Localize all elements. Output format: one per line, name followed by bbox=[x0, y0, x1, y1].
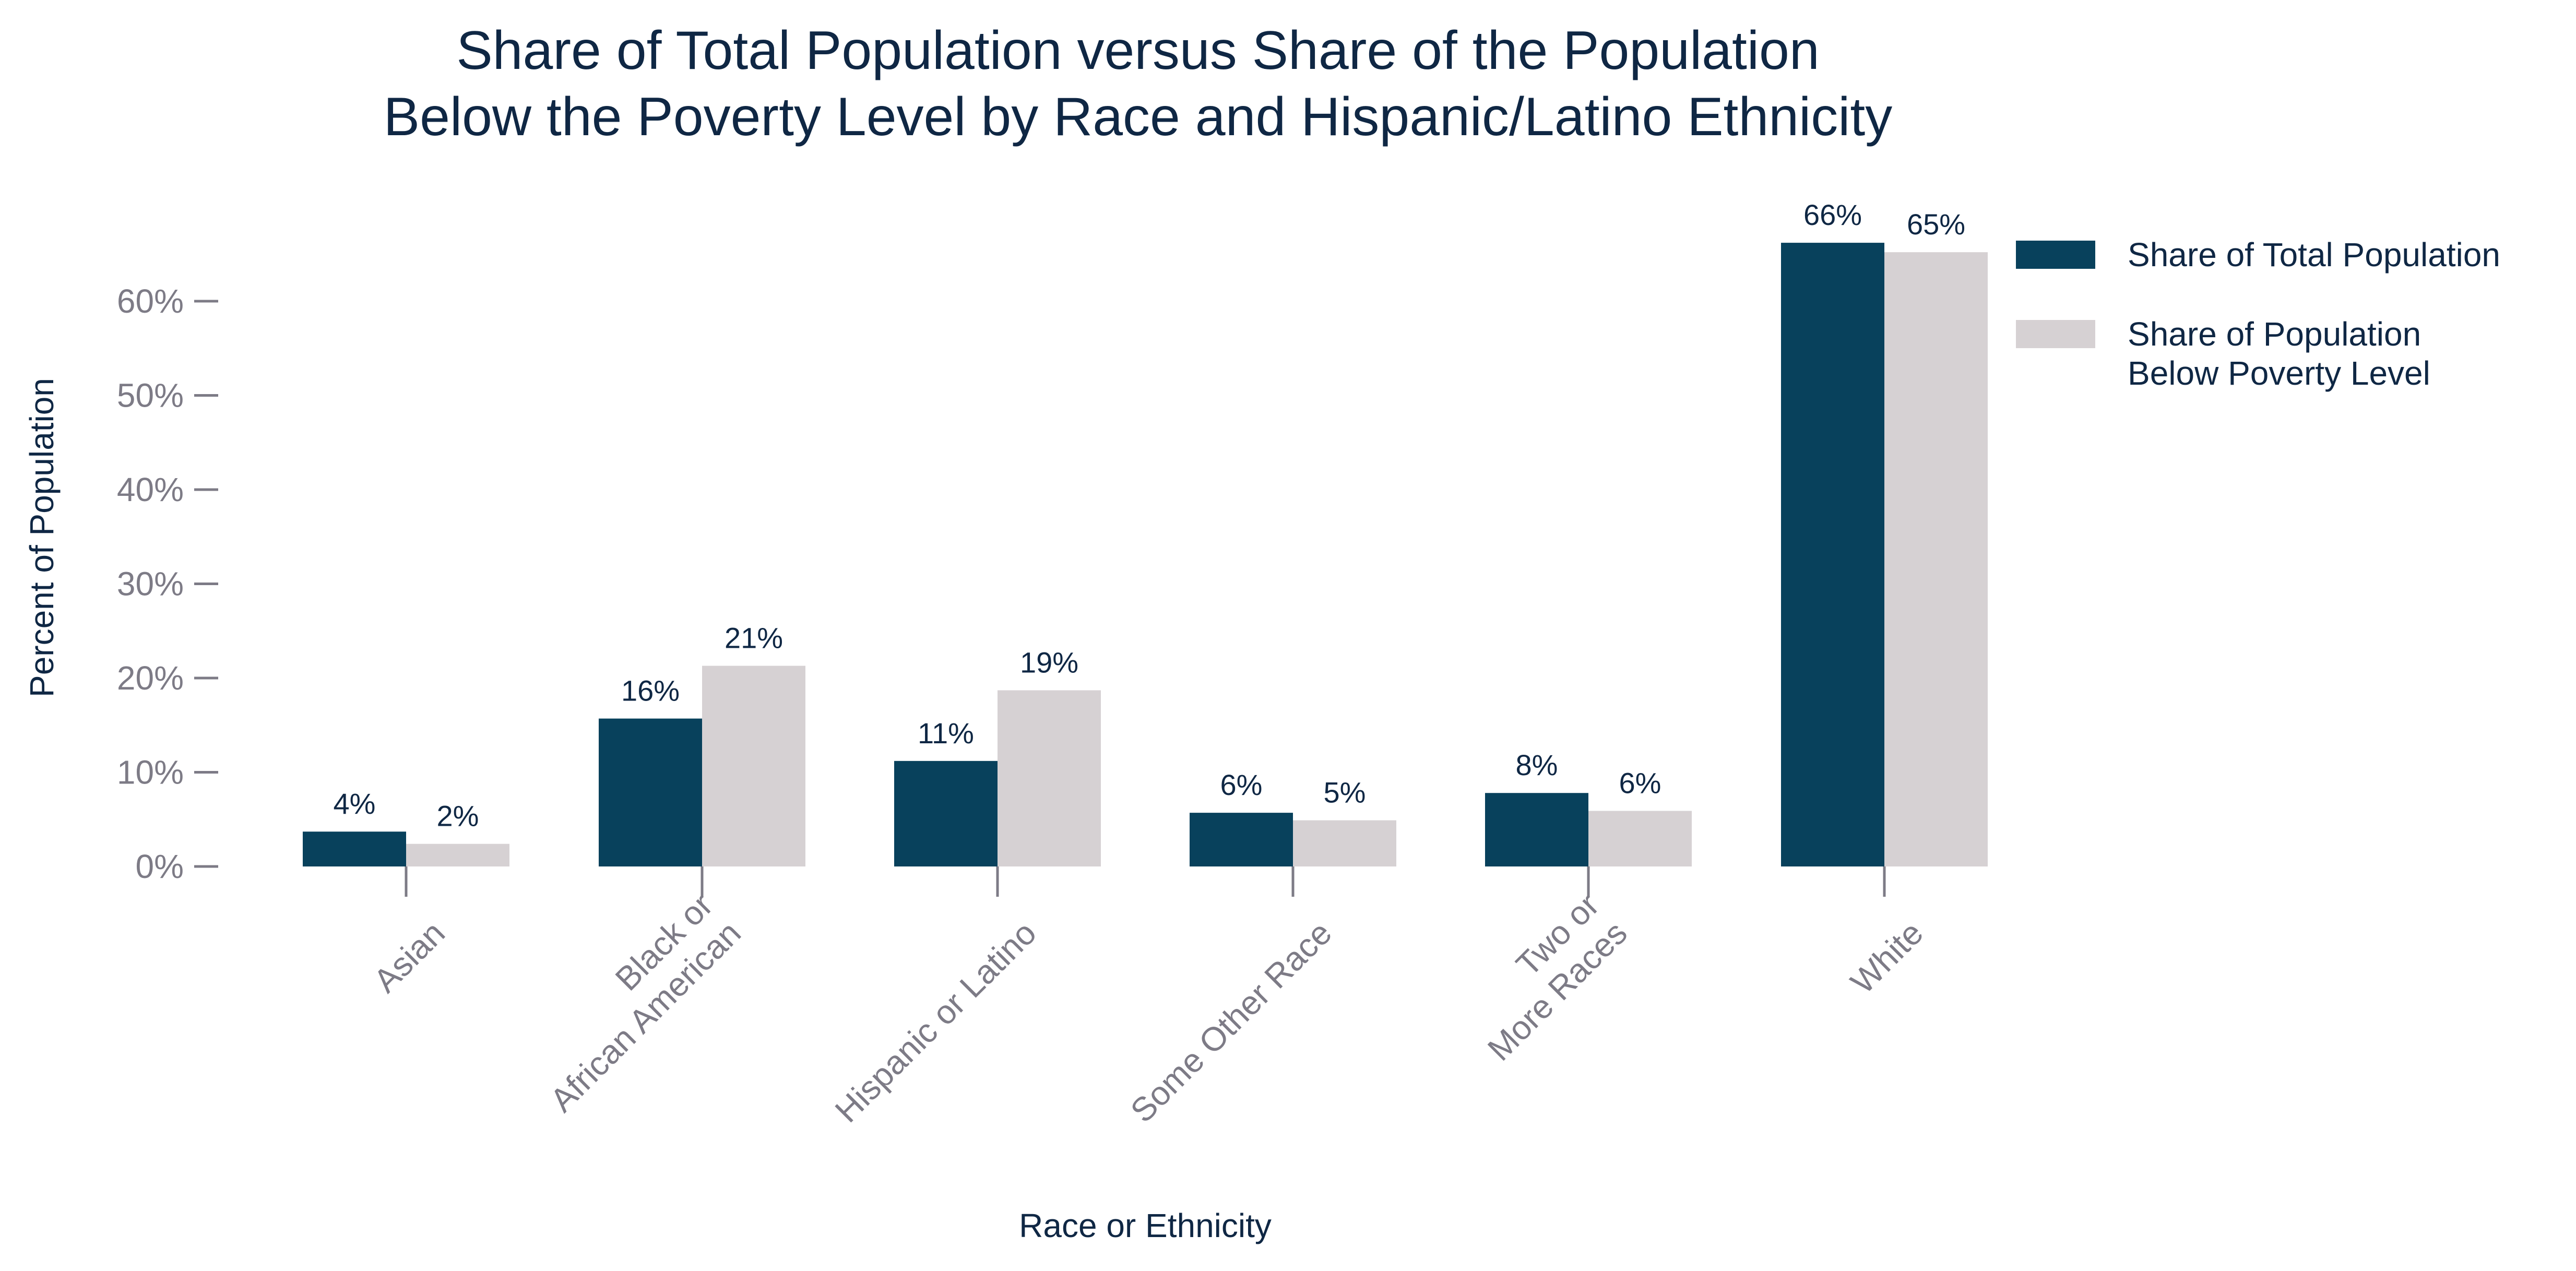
bar-below-poverty bbox=[1588, 811, 1692, 866]
bar-total-population bbox=[894, 761, 998, 866]
legend-swatch bbox=[2016, 241, 2095, 269]
bar-value-label: 6% bbox=[1619, 767, 1661, 800]
x-tick-label: Some Other Race bbox=[1123, 914, 1339, 1130]
x-axis-title: Race or Ethnicity bbox=[1019, 1207, 1272, 1244]
bar-value-label: 2% bbox=[437, 800, 479, 833]
bar-total-population bbox=[303, 832, 406, 866]
bars bbox=[303, 243, 1988, 867]
bar-value-label: 11% bbox=[918, 717, 974, 750]
bar-value-label: 65% bbox=[1907, 208, 1965, 241]
bar-below-poverty bbox=[1884, 252, 1988, 866]
bar-value-label: 6% bbox=[1220, 768, 1263, 801]
y-axis: 0% 10% 20% 30% 40% 50% 60% bbox=[117, 282, 218, 885]
y-tick-label: 0% bbox=[136, 848, 184, 885]
bar-total-population bbox=[599, 718, 702, 866]
x-tick-label: Asian bbox=[366, 914, 452, 1000]
y-tick-label: 20% bbox=[117, 659, 184, 697]
bar-value-label: 19% bbox=[1020, 646, 1078, 679]
y-tick-label: 10% bbox=[117, 754, 184, 791]
bar-total-population bbox=[1485, 793, 1588, 866]
legend-label: Below Poverty Level bbox=[2128, 354, 2430, 392]
legend-swatch bbox=[2016, 320, 2095, 348]
bar-below-poverty bbox=[998, 690, 1101, 866]
bar-value-label: 8% bbox=[1516, 749, 1558, 781]
bar-value-label: 4% bbox=[334, 787, 376, 820]
y-axis-title-group: Percent of Population bbox=[23, 378, 61, 697]
data-labels: 4% 16% 11% 6% 8% 66% 2% 21% 19% 5% 6% 65% bbox=[334, 198, 1966, 833]
bar-below-poverty bbox=[702, 666, 805, 866]
x-axis-title-group: Race or Ethnicity bbox=[1019, 1207, 1272, 1244]
bar-total-population bbox=[1781, 243, 1884, 867]
chart-title-line: Below the Poverty Level by Race and Hisp… bbox=[384, 87, 1892, 147]
y-tick-label: 30% bbox=[117, 565, 184, 603]
x-tick-label: White bbox=[1843, 914, 1930, 1001]
x-tick-label: Hispanic or Latino bbox=[828, 914, 1043, 1130]
bar-total-population bbox=[1190, 813, 1293, 866]
bar-value-label: 66% bbox=[1803, 198, 1862, 231]
bar-value-label: 21% bbox=[725, 622, 783, 655]
y-tick-label: 40% bbox=[117, 471, 184, 508]
y-axis-title: Percent of Population bbox=[23, 378, 61, 697]
y-tick-label: 50% bbox=[117, 377, 184, 414]
legend-label: Share of Total Population bbox=[2128, 236, 2500, 274]
bar-below-poverty bbox=[406, 844, 509, 866]
y-tick-label: 60% bbox=[117, 282, 184, 320]
chart-title: Share of Total Population versus Share o… bbox=[384, 20, 1892, 147]
bar-below-poverty bbox=[1293, 820, 1396, 866]
legend: Share of Total Population Share of Popula… bbox=[2016, 236, 2500, 392]
bar-value-label: 5% bbox=[1324, 776, 1366, 809]
bar-value-label: 16% bbox=[621, 674, 680, 707]
chart-title-line: Share of Total Population versus Share o… bbox=[456, 20, 1819, 81]
legend-label: Share of Population bbox=[2128, 315, 2421, 353]
